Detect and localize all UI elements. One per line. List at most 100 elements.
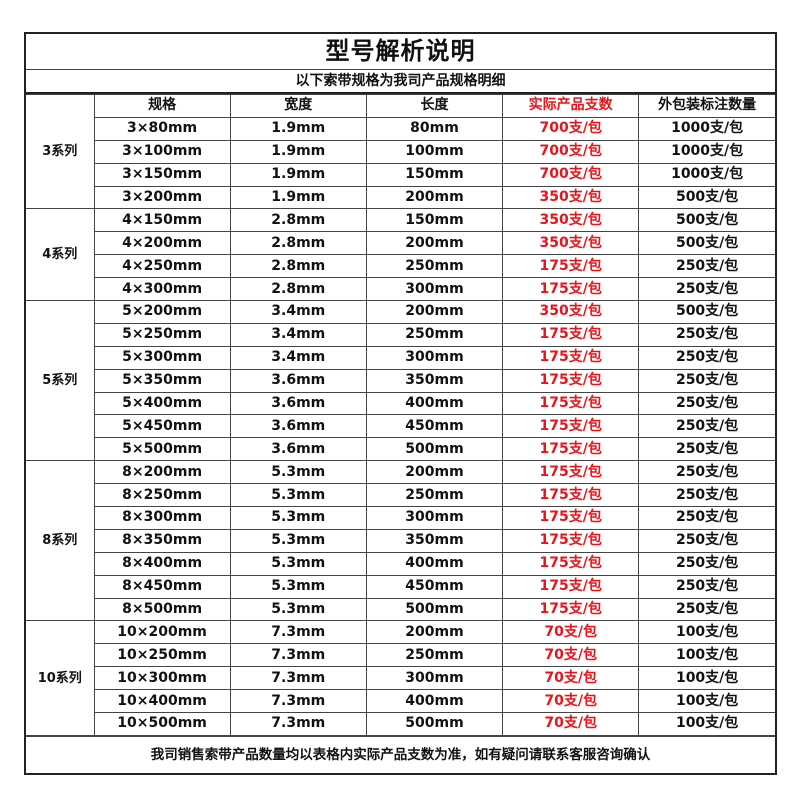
cell-spec: 5×400mm [94, 391, 231, 416]
table-row: 5×300mm 3.4mm 300mm 175支/包 250支/包 [26, 345, 775, 370]
cell-actual-count: 175支/包 [502, 322, 640, 347]
table-row: 8系列 8×200mm 5.3mm 200mm 175支/包 250支/包 [26, 460, 775, 622]
cell-spec: 8×300mm [94, 506, 231, 530]
cell-width: 1.9mm [229, 162, 367, 187]
cell-length: 300mm [365, 666, 504, 691]
cell-package-count: 250支/包 [638, 574, 775, 599]
cell-width: 7.3mm [229, 620, 367, 645]
footer-note: 我司销售索带产品数量均以表格内实际产品支数为准，如有疑问请联系客服咨询确认 [26, 735, 775, 773]
cell-length: 200mm [365, 300, 504, 324]
cell-length: 80mm [365, 116, 504, 141]
cell-width: 3.4mm [229, 300, 367, 324]
cell-actual-count: 175支/包 [502, 460, 640, 485]
table-row: 5系列 5×200mm 3.4mm 200mm 350支/包 500支/包 [26, 300, 775, 462]
cell-actual-count: 175支/包 [502, 254, 640, 279]
cell-length: 450mm [365, 574, 504, 599]
header-actual-count: 实际产品支数 [502, 94, 640, 118]
cell-spec: 5×300mm [94, 345, 231, 370]
cell-length: 400mm [365, 391, 504, 416]
cell-actual-count: 700支/包 [502, 116, 640, 141]
cell-length: 250mm [365, 483, 504, 508]
cell-package-count: 250支/包 [638, 277, 775, 302]
table-row: 4系列 4×150mm 2.8mm 150mm 350支/包 500支/包 [26, 208, 775, 302]
table-row: 10系列 10×200mm 7.3mm 200mm 70支/包 100支/包 [26, 620, 775, 736]
cell-package-count: 1000支/包 [638, 139, 775, 164]
cell-spec: 5×250mm [94, 322, 231, 347]
series-label: 8系列 [26, 460, 95, 622]
cell-width: 3.6mm [229, 437, 367, 462]
cell-length: 100mm [365, 139, 504, 164]
cell-package-count: 250支/包 [638, 414, 775, 439]
cell-package-count: 250支/包 [638, 506, 775, 530]
cell-length: 300mm [365, 506, 504, 530]
cell-length: 200mm [365, 620, 504, 645]
cell-actual-count: 350支/包 [502, 185, 640, 210]
cell-actual-count: 70支/包 [502, 689, 640, 714]
cell-spec: 8×500mm [94, 597, 231, 622]
cell-spec: 3×150mm [94, 162, 231, 187]
cell-length: 450mm [365, 414, 504, 439]
cell-spec: 5×500mm [94, 437, 231, 462]
header-length: 长度 [365, 94, 504, 118]
cell-spec: 4×250mm [94, 254, 231, 279]
cell-package-count: 1000支/包 [638, 116, 775, 141]
cell-length: 150mm [365, 208, 504, 233]
cell-actual-count: 350支/包 [502, 231, 640, 256]
cell-actual-count: 175支/包 [502, 574, 640, 599]
cell-width: 1.9mm [229, 116, 367, 141]
cell-spec: 8×200mm [93, 460, 231, 485]
cell-actual-count: 70支/包 [502, 643, 640, 668]
cell-actual-count: 350支/包 [502, 300, 640, 324]
cell-spec: 8×450mm [94, 574, 231, 599]
cell-width: 5.3mm [229, 528, 367, 553]
cell-package-count: 250支/包 [638, 437, 775, 462]
cell-spec: 10×300mm [94, 666, 231, 691]
cell-length: 400mm [365, 551, 504, 576]
table-row: 5×350mm 3.6mm 350mm 175支/包 250支/包 [26, 368, 775, 393]
cell-width: 5.3mm [229, 506, 367, 530]
cell-width: 7.3mm [229, 643, 367, 668]
cell-package-count: 250支/包 [638, 254, 775, 279]
cell-spec: 8×250mm [94, 483, 231, 508]
table-row: 8×300mm 5.3mm 300mm 175支/包 250支/包 [26, 506, 775, 530]
cell-package-count: 250支/包 [638, 483, 775, 508]
cell-length: 500mm [365, 437, 504, 462]
cell-spec: 10×500mm [94, 712, 231, 736]
cell-length: 300mm [365, 345, 504, 370]
cell-width: 3.6mm [229, 391, 367, 416]
table-row: 8×400mm 5.3mm 400mm 175支/包 250支/包 [26, 551, 775, 576]
cell-actual-count: 175支/包 [502, 483, 640, 508]
table-row: 3×100mm 1.9mm 100mm 700支/包 1000支/包 [26, 139, 775, 164]
cell-package-count: 100支/包 [638, 620, 775, 645]
cell-spec: 10×400mm [94, 689, 231, 714]
cell-width: 5.3mm [229, 574, 367, 599]
cell-package-count: 1000支/包 [638, 162, 775, 187]
cell-length: 500mm [365, 712, 504, 736]
cell-spec: 10×250mm [94, 643, 231, 668]
cell-package-count: 250支/包 [638, 597, 775, 622]
cell-length: 350mm [365, 528, 504, 553]
table-row: 3×200mm 1.9mm 200mm 350支/包 500支/包 [26, 185, 775, 210]
cell-package-count: 250支/包 [638, 391, 775, 416]
cell-package-count: 250支/包 [638, 551, 775, 576]
subtitle: 以下索带规格为我司产品规格明细 [26, 70, 775, 94]
cell-spec: 5×200mm [93, 300, 231, 324]
cell-width: 7.3mm [229, 689, 367, 714]
table-row: 10×500mm 7.3mm 500mm 70支/包 100支/包 [26, 712, 775, 736]
cell-width: 5.3mm [229, 460, 367, 485]
cell-width: 3.4mm [229, 345, 367, 370]
cell-width: 2.8mm [229, 208, 367, 233]
header-width: 宽度 [229, 94, 367, 118]
cell-length: 400mm [365, 689, 504, 714]
table-row: 8×350mm 5.3mm 350mm 175支/包 250支/包 [26, 528, 775, 553]
table-row: 3×150mm 1.9mm 150mm 700支/包 1000支/包 [26, 162, 775, 187]
cell-length: 350mm [365, 368, 504, 393]
cell-width: 1.9mm [229, 139, 367, 164]
cell-actual-count: 175支/包 [502, 277, 640, 302]
cell-spec: 4×150mm [93, 208, 231, 233]
page-title: 型号解析说明 [26, 34, 775, 70]
cell-actual-count: 700支/包 [502, 162, 640, 187]
cell-width: 2.8mm [229, 254, 367, 279]
cell-actual-count: 175支/包 [502, 368, 640, 393]
series-label: 10系列 [26, 620, 95, 736]
